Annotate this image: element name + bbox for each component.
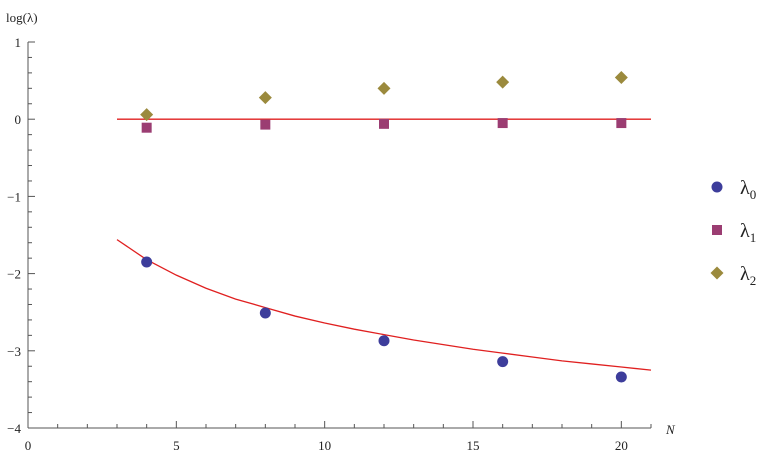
fit-lines (116, 118, 652, 371)
data-point-series-2 (377, 81, 391, 95)
x-tick-label: 10 (318, 438, 331, 453)
data-point-series-1 (260, 119, 271, 130)
data-point-series-1 (616, 118, 627, 129)
data-point-series-0 (378, 335, 390, 347)
y-tick-label: 0 (15, 112, 22, 127)
data-point-series-0 (141, 256, 153, 268)
data-point-series-0 (259, 307, 271, 319)
y-tick-label: −1 (7, 189, 21, 204)
y-axis-label: log(λ) (6, 10, 38, 25)
data-point-series-0 (497, 356, 509, 368)
x-axis-label: N (665, 422, 676, 437)
legend-marker-0 (711, 181, 723, 193)
y-tick-label: −2 (7, 267, 21, 282)
data-point-series-2 (496, 75, 510, 89)
y-tick-label: −3 (7, 344, 21, 359)
legend-marker-1 (712, 225, 722, 235)
data-point-series-0 (615, 371, 627, 383)
legend-label-1: λ1 (740, 220, 756, 245)
data-point-series-1 (141, 122, 152, 133)
legend-marker-2 (710, 266, 724, 280)
fit-line (116, 239, 652, 371)
x-tick-label: 15 (467, 438, 480, 453)
data-point-series-1 (497, 118, 508, 129)
data-point-series-2 (258, 91, 272, 105)
y-tick-label: 1 (15, 35, 22, 50)
x-tick-label: 5 (173, 438, 180, 453)
data-point-series-2 (614, 71, 628, 85)
data-points (140, 71, 628, 383)
x-tick-label: 0 (25, 438, 32, 453)
data-point-series-1 (379, 118, 389, 129)
y-tick-label: −4 (7, 421, 21, 436)
x-tick-label: 20 (615, 438, 628, 453)
legend: λ0 λ1 λ2 (710, 177, 756, 288)
data-point-series-2 (140, 108, 154, 122)
legend-label-0: λ0 (740, 177, 756, 202)
legend-label-2: λ2 (740, 263, 756, 288)
